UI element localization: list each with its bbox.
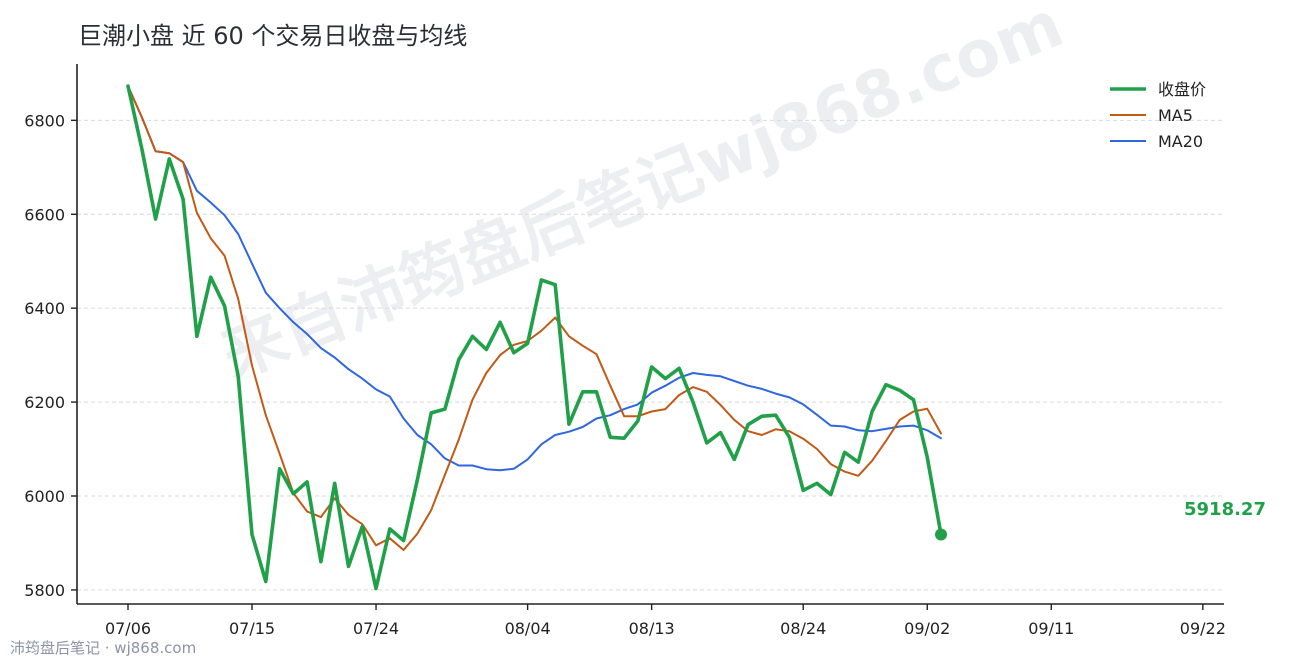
y-tick-label: 5800 xyxy=(24,581,65,600)
series-layer xyxy=(126,84,948,591)
y-tick-label: 6600 xyxy=(24,205,65,224)
legend: 收盘价 MA5 MA20 xyxy=(1110,80,1206,151)
series-line-ma5 xyxy=(127,85,942,551)
last-point-marker xyxy=(935,528,948,541)
x-tick-label: 09/22 xyxy=(1180,619,1226,638)
last-value-label: 5918.27 xyxy=(1184,499,1266,520)
legend-label: MA20 xyxy=(1158,132,1203,151)
x-tick-label: 08/04 xyxy=(505,619,551,638)
y-axis-ticks: 5800 6000 6200 6400 6600 6800 xyxy=(24,111,77,600)
x-tick-label: 08/24 xyxy=(780,619,826,638)
x-tick-label: 07/15 xyxy=(229,619,275,638)
grid-layer xyxy=(77,119,1224,591)
x-axis-ticks: 07/06 07/15 07/24 08/04 08/13 08/24 09/02 09/11… xyxy=(105,604,1226,638)
x-tick-label: 07/06 xyxy=(105,619,151,638)
x-tick-label: 07/24 xyxy=(353,619,399,638)
legend-label: MA5 xyxy=(1158,106,1193,125)
y-tick-label: 6400 xyxy=(24,299,65,318)
series-line-ma20 xyxy=(127,85,942,472)
chart-title: 巨潮小盘 近 60 个交易日收盘与均线 xyxy=(78,22,467,50)
x-tick-label: 08/13 xyxy=(629,619,675,638)
series-line-close xyxy=(126,84,943,591)
watermark: 来自沛筠盘后笔记wj868.com xyxy=(211,0,1073,393)
legend-label: 收盘价 xyxy=(1158,80,1206,99)
x-tick-label: 09/11 xyxy=(1028,619,1074,638)
y-tick-label: 6000 xyxy=(24,487,65,506)
y-tick-label: 6200 xyxy=(24,393,65,412)
footer-source: 沛筠盘后笔记 · wj868.com xyxy=(10,639,196,657)
y-tick-label: 6800 xyxy=(24,111,65,130)
x-tick-label: 09/02 xyxy=(904,619,950,638)
